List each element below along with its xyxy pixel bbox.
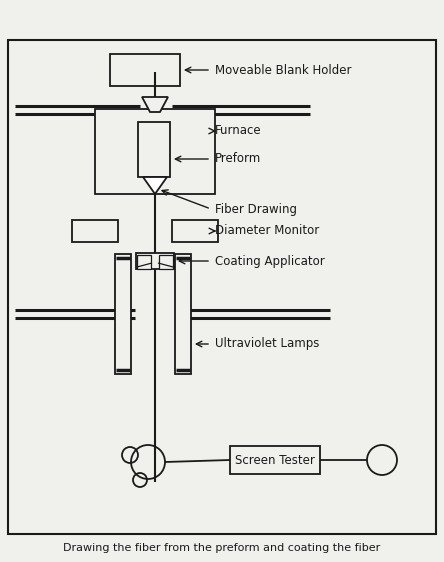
Bar: [8, 40, 436, 534]
Bar: [175, 254, 191, 374]
Text: Moveable Blank Holder: Moveable Blank Holder: [215, 64, 352, 76]
Text: Fiber Drawing: Fiber Drawing: [215, 202, 297, 215]
Text: Coating Applicator: Coating Applicator: [215, 255, 325, 268]
Text: Drawing the fiber from the preform and coating the fiber: Drawing the fiber from the preform and c…: [63, 543, 381, 553]
Text: Furnace: Furnace: [215, 125, 262, 138]
Bar: [159, 255, 173, 269]
Polygon shape: [143, 177, 167, 194]
Text: Ultraviolet Lamps: Ultraviolet Lamps: [215, 338, 319, 351]
Bar: [115, 254, 131, 374]
Polygon shape: [142, 97, 168, 112]
Text: Diameter Monitor: Diameter Monitor: [215, 224, 319, 238]
Text: Preform: Preform: [215, 152, 261, 165]
Bar: [136, 253, 174, 269]
Bar: [138, 122, 170, 177]
Bar: [110, 54, 180, 86]
Text: Screen Tester: Screen Tester: [235, 454, 315, 466]
Bar: [172, 220, 218, 242]
Bar: [72, 220, 118, 242]
Bar: [95, 109, 215, 194]
Bar: [230, 446, 320, 474]
Bar: [137, 255, 151, 269]
